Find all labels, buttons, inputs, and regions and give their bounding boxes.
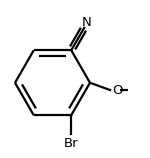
Text: Br: Br (64, 137, 79, 150)
Text: N: N (82, 16, 92, 29)
Text: O: O (113, 84, 123, 97)
